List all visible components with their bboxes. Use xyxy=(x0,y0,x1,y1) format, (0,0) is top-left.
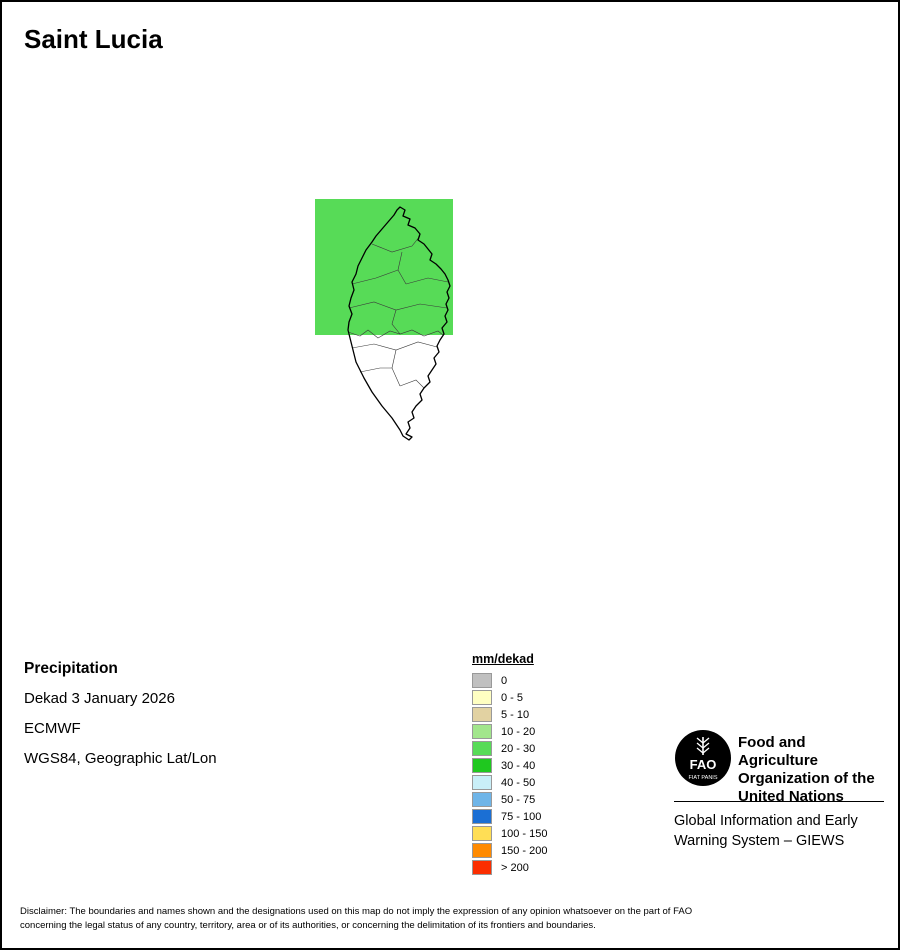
legend-label: 100 - 150 xyxy=(501,827,548,840)
page-title: Saint Lucia xyxy=(24,24,163,54)
legend-label: 30 - 40 xyxy=(501,759,536,772)
metadata-variable: Precipitation xyxy=(24,660,118,677)
legend-swatch xyxy=(472,724,492,739)
map-canvas xyxy=(302,192,472,452)
legend-label: 40 - 50 xyxy=(501,776,536,789)
legend-label: 150 - 200 xyxy=(501,844,548,857)
legend-swatch xyxy=(472,860,492,875)
branding-divider xyxy=(674,801,884,802)
district-boundary xyxy=(347,329,444,339)
legend-label: 5 - 10 xyxy=(501,708,530,721)
legend-swatch xyxy=(472,758,492,773)
legend-swatch xyxy=(472,826,492,841)
fao-logo-text: FAO xyxy=(690,757,717,772)
district-boundary xyxy=(371,235,421,253)
fao-logo-motto: FIAT PANIS xyxy=(688,775,717,781)
legend-swatch xyxy=(472,690,492,705)
district-boundary xyxy=(397,251,407,285)
legend-label: 0 xyxy=(501,674,508,687)
giews-line: Warning System – GIEWS xyxy=(674,833,845,849)
legend-swatch xyxy=(472,775,492,790)
fao-org-line: Organization of the xyxy=(738,770,875,787)
metadata-source: ECMWF xyxy=(24,720,81,737)
legend-label: 50 - 75 xyxy=(501,793,536,806)
district-boundary xyxy=(359,367,392,373)
district-boundary xyxy=(351,269,399,285)
legend-title: mm/dekad xyxy=(472,652,534,666)
disclaimer-line: concerning the legal status of any count… xyxy=(20,920,596,931)
legend-swatch xyxy=(472,792,492,807)
disclaimer-text: Disclaimer: The boundaries and names sho… xyxy=(20,905,692,933)
legend-swatch xyxy=(472,741,492,756)
legend-swatch xyxy=(472,809,492,824)
legend-item: 150 - 200 xyxy=(472,842,547,859)
giews-name: Global Information and Early Warning Sys… xyxy=(674,811,858,851)
giews-line: Global Information and Early xyxy=(674,813,858,829)
fao-org-name: Food and Agriculture Organization of the… xyxy=(738,734,886,806)
district-boundary xyxy=(351,341,438,351)
legend-item: 100 - 150 xyxy=(472,825,547,842)
legend: mm/dekad 0 0 - 5 5 - 10 10 - 20 20 - 30 … xyxy=(472,652,547,876)
coastline xyxy=(347,206,451,441)
district-boundary xyxy=(348,301,448,311)
legend-item: > 200 xyxy=(472,859,547,876)
precipitation-raster xyxy=(315,199,453,335)
metadata-dekad: Dekad 3 January 2026 xyxy=(24,690,175,707)
legend-item: 0 - 5 xyxy=(472,689,547,706)
legend-label: > 200 xyxy=(501,861,529,874)
disclaimer-line: Disclaimer: The boundaries and names sho… xyxy=(20,906,693,917)
legend-item: 30 - 40 xyxy=(472,757,547,774)
legend-label: 10 - 20 xyxy=(501,725,536,738)
legend-item: 20 - 30 xyxy=(472,740,547,757)
fao-org-line: United Nations xyxy=(738,788,844,805)
district-boundary xyxy=(405,277,449,285)
legend-label: 0 - 5 xyxy=(501,691,524,704)
country-outline-map xyxy=(347,206,451,441)
district-boundary xyxy=(399,379,425,389)
legend-item: 0 xyxy=(472,672,547,689)
legend-item: 50 - 75 xyxy=(472,791,547,808)
legend-item: 5 - 10 xyxy=(472,706,547,723)
legend-item: 10 - 20 xyxy=(472,723,547,740)
district-boundary xyxy=(391,309,401,335)
legend-label: 20 - 30 xyxy=(501,742,536,755)
fao-logo-icon: FAO FIAT PANIS xyxy=(675,730,731,786)
metadata-projection: WGS84, Geographic Lat/Lon xyxy=(24,750,217,767)
map-metadata: Precipitation Dekad 3 January 2026 ECMWF… xyxy=(24,654,217,774)
legend-swatch xyxy=(472,707,492,722)
legend-swatch xyxy=(472,673,492,688)
legend-swatch xyxy=(472,843,492,858)
district-boundary xyxy=(391,349,401,387)
legend-item: 75 - 100 xyxy=(472,808,547,825)
fao-org-line: Food and Agriculture xyxy=(738,734,819,769)
legend-item: 40 - 50 xyxy=(472,774,547,791)
legend-label: 75 - 100 xyxy=(501,810,542,823)
